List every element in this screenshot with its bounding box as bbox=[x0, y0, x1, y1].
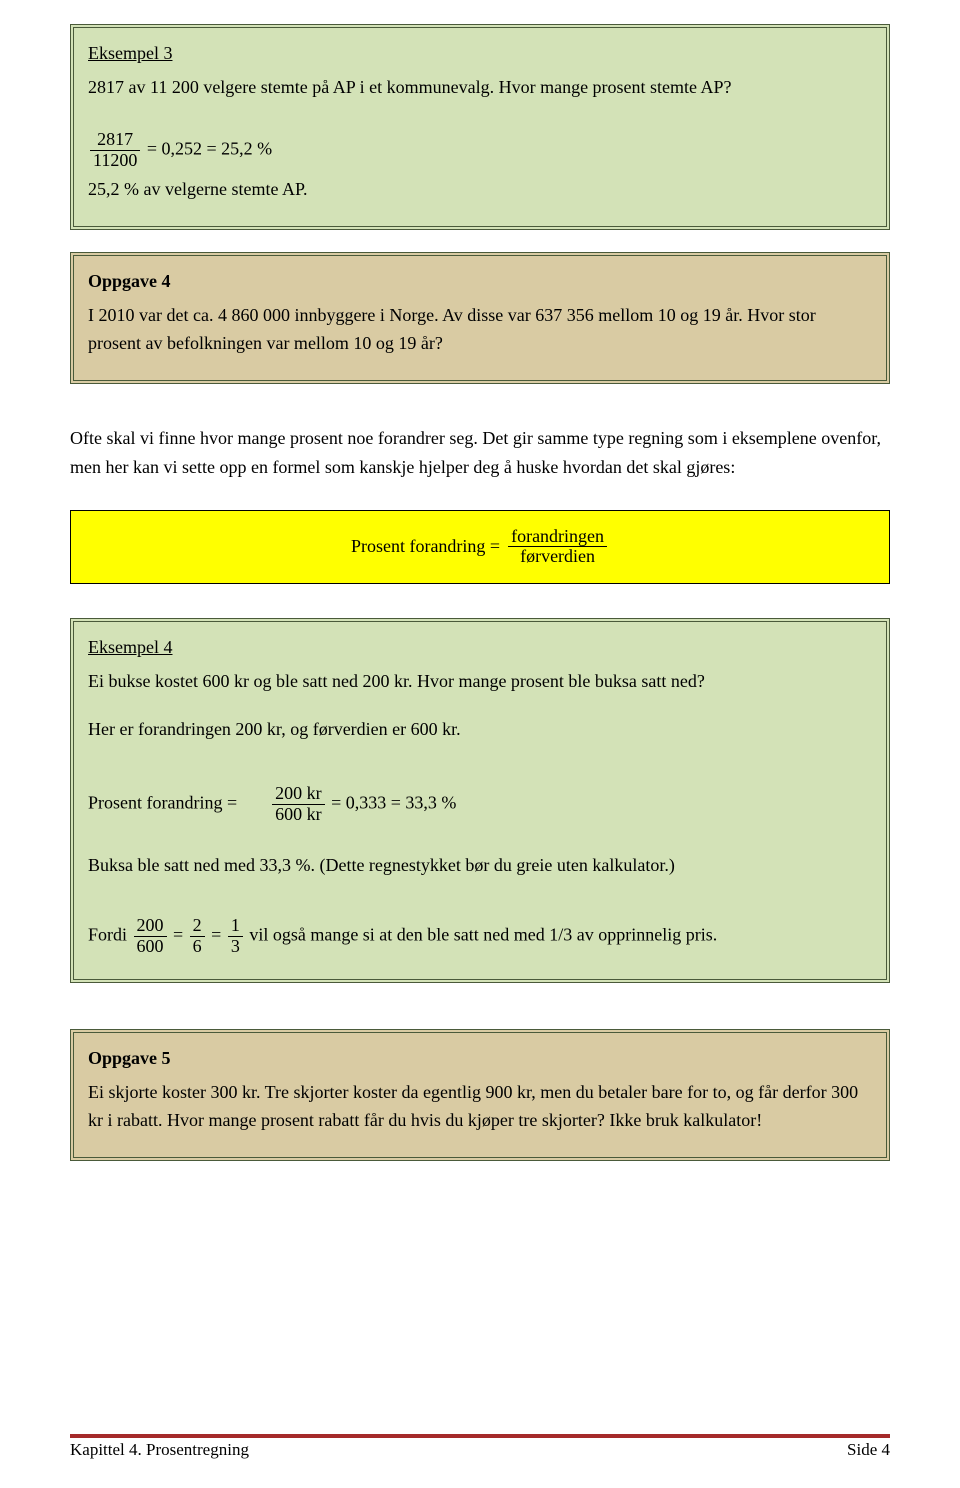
formula-fraction: forandringen førverdien bbox=[508, 527, 607, 568]
example-4-line3: Buksa ble satt ned med 33,3 %. (Dette re… bbox=[88, 852, 872, 880]
example-3-intro: 2817 av 11 200 velgere stemte på AP i et… bbox=[88, 74, 872, 102]
fraction: 1 3 bbox=[228, 916, 243, 957]
example-4-line1: Ei bukse kostet 600 kr og ble satt ned 2… bbox=[88, 668, 872, 696]
oppgave-4-text: I 2010 var det ca. 4 860 000 innbyggere … bbox=[88, 302, 872, 358]
footer-left: Kapittel 4. Prosentregning bbox=[70, 1440, 249, 1460]
fraction: 200 600 bbox=[134, 916, 167, 957]
example-4-line2: Her er forandringen 200 kr, og førverdie… bbox=[88, 716, 872, 744]
formula-lhs: Prosent forandring = bbox=[351, 536, 500, 557]
fraction: 200 kr 600 kr bbox=[272, 784, 325, 825]
oppgave-5-box: Oppgave 5 Ei skjorte koster 300 kr. Tre … bbox=[70, 1029, 890, 1161]
example-3-result: 25,2 % av velgerne stemte AP. bbox=[88, 176, 872, 204]
example-4-fordi: Fordi 200 600 = 2 6 = 1 3 vil også mange… bbox=[88, 916, 872, 957]
example-4-heading: Eksempel 4 bbox=[88, 637, 172, 657]
footer-right: Side 4 bbox=[847, 1440, 890, 1460]
example-3-equation: 2817 11200 = 0,252 = 25,2 % bbox=[88, 130, 872, 171]
fraction: 2817 11200 bbox=[90, 130, 140, 171]
oppgave-4-heading: Oppgave 4 bbox=[88, 271, 171, 291]
example-3-heading: Eksempel 3 bbox=[88, 43, 172, 63]
oppgave-5-heading: Oppgave 5 bbox=[88, 1048, 171, 1068]
formula-box: Prosent forandring = forandringen førver… bbox=[70, 510, 890, 585]
oppgave-5-text: Ei skjorte koster 300 kr. Tre skjorter k… bbox=[88, 1079, 872, 1135]
example-4-box: Eksempel 4 Ei bukse kostet 600 kr og ble… bbox=[70, 618, 890, 983]
page-footer: Kapittel 4. Prosentregning Side 4 bbox=[70, 1434, 890, 1460]
fraction: 2 6 bbox=[190, 916, 205, 957]
oppgave-4-box: Oppgave 4 I 2010 var det ca. 4 860 000 i… bbox=[70, 252, 890, 384]
footer-rule bbox=[70, 1434, 890, 1438]
explanation-paragraph: Ofte skal vi finne hvor mange prosent no… bbox=[70, 424, 890, 482]
example-3-box: Eksempel 3 2817 av 11 200 velgere stemte… bbox=[70, 24, 890, 230]
example-4-calc: Prosent forandring = 200 kr 600 kr = 0,3… bbox=[88, 784, 872, 825]
